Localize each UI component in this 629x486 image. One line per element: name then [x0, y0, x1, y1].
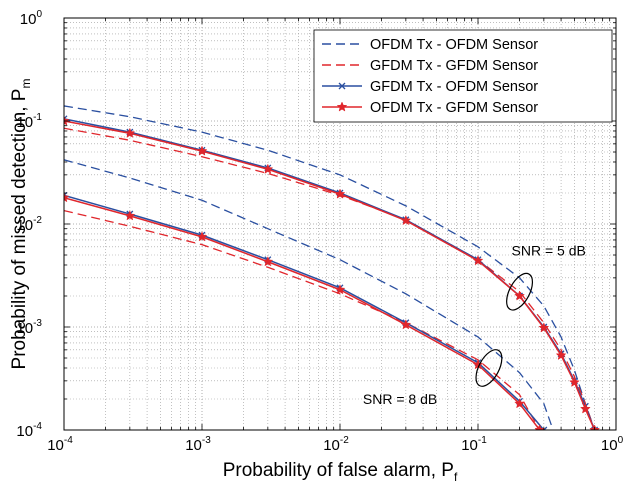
data-point-x-stroke [593, 437, 599, 443]
data-point-x-stroke [593, 437, 599, 443]
data-point-star [514, 290, 525, 301]
data-point-star [334, 284, 346, 295]
legend-label: GFDM Tx - OFDM Sensor [370, 79, 538, 95]
data-point-star [124, 127, 136, 138]
data-point-star [400, 319, 412, 330]
data-point-star [538, 322, 550, 333]
annotation-ellipse [506, 272, 534, 311]
x-tick-label: 10-3 [185, 435, 211, 454]
legend-item: GFDM Tx - GFDM Sensor [322, 58, 538, 74]
data-point-star [64, 192, 70, 203]
y-tick-label: 10-1 [16, 112, 42, 131]
legend-label: OFDM Tx - GFDM Sensor [370, 100, 538, 116]
legend-item: OFDM Tx - OFDM Sensor [322, 37, 538, 53]
y-tick-label: 10-3 [16, 318, 42, 337]
data-point-star [555, 349, 567, 360]
series-layer [64, 105, 602, 444]
series-line [64, 105, 596, 430]
y-tick-label: 10-2 [16, 215, 42, 234]
x-tick-label: 10-1 [461, 435, 487, 454]
x-axis-label: Probability of false alarm, Pf [223, 460, 458, 484]
data-point-star [514, 398, 525, 409]
data-point-star [124, 210, 136, 221]
x-tick-label: 100 [601, 435, 624, 454]
data-point-star [400, 214, 412, 226]
data-point-star [592, 435, 602, 444]
x-tick-label: 10-2 [323, 435, 349, 454]
y-axis-label: Probability of missed detection, Pm [9, 79, 33, 370]
data-point-star [569, 376, 580, 387]
legend-item: OFDM Tx - GFDM Sensor [322, 100, 538, 116]
series-1 [64, 105, 596, 430]
series-line [64, 209, 541, 430]
data-point-star [336, 101, 348, 112]
data-point-star [262, 256, 274, 267]
data-point-x-stroke [338, 82, 346, 90]
ticks: 10-4 10-3 10-2 10-1 100 10-4 10-3 10-2 10-1 100 [16, 9, 623, 454]
data-point-star [64, 115, 70, 126]
data-point-star [472, 255, 484, 266]
y-tick-label: 10-4 [16, 421, 42, 440]
data-point-star [262, 163, 274, 174]
data-point-star [196, 231, 208, 242]
data-point-star [534, 424, 546, 430]
series-line [64, 120, 596, 430]
series-4 [64, 115, 602, 444]
x-tick-label: 10-4 [47, 435, 73, 454]
annotation-label: SNR = 5 dB [512, 243, 586, 259]
series-line [64, 127, 596, 430]
data-point-x-stroke [542, 426, 548, 430]
series-line [64, 159, 554, 430]
annotation-label: SNR = 8 dB [363, 391, 437, 407]
data-point-star [580, 403, 591, 414]
data-point-star [196, 145, 208, 156]
data-point-star [334, 188, 346, 199]
y-tick-label: 100 [20, 9, 43, 28]
legend-label: GFDM Tx - GFDM Sensor [370, 58, 538, 74]
annotations: SNR = 5 dB SNR = 8 dB [363, 243, 586, 407]
series-clip-group [64, 105, 602, 444]
data-point-x-stroke [64, 115, 68, 120]
data-point-x [593, 437, 599, 443]
data-point-x [338, 82, 346, 90]
legend-box [313, 29, 613, 123]
legend: OFDM Tx - OFDM Sensor GFDM Tx - GFDM Sens… [313, 29, 613, 123]
series-2 [64, 127, 596, 430]
annotation-ellipse [475, 349, 503, 387]
legend-label: OFDM Tx - OFDM Sensor [370, 37, 538, 53]
legend-item: GFDM Tx - OFDM Sensor [322, 79, 538, 95]
